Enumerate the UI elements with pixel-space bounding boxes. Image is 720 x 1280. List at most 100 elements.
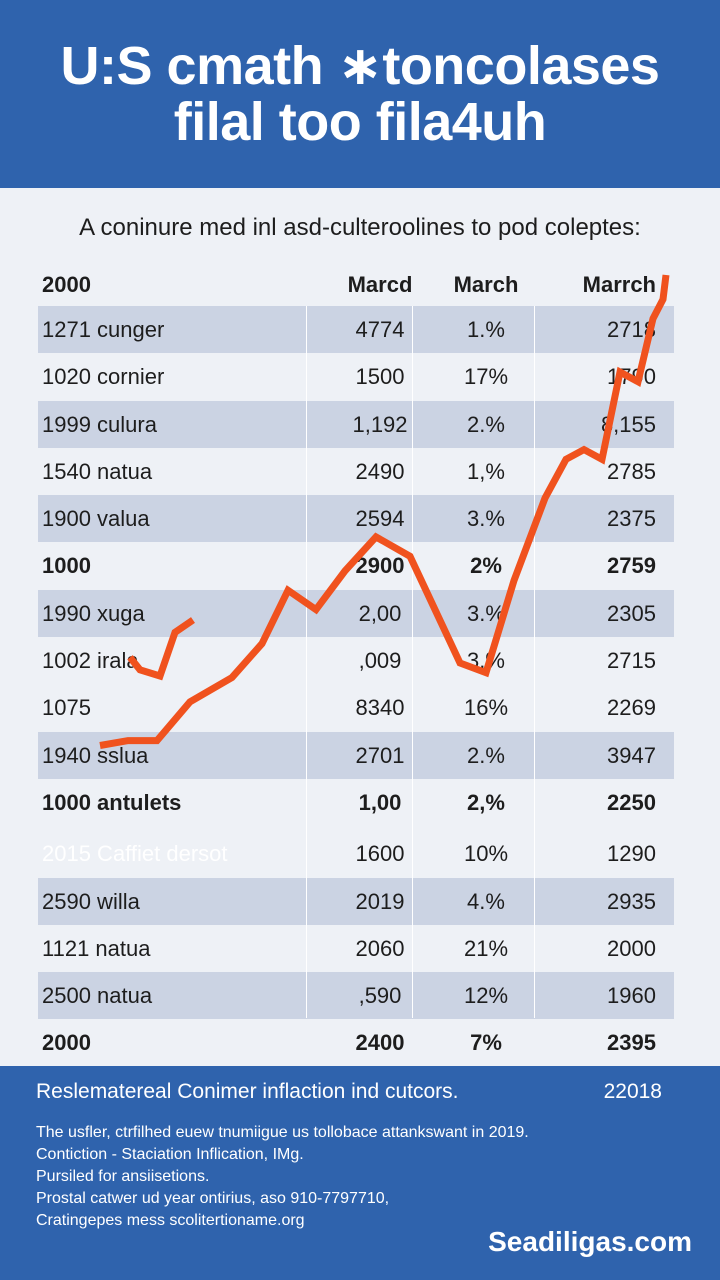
footer-year: 22018 — [603, 1080, 662, 1103]
table-cell: 1900 valua — [42, 506, 150, 532]
table-cell: 2015 Caffiet dersot — [42, 841, 228, 867]
column-divider — [534, 306, 535, 1018]
table-row: 1000 2900 2% 2759 — [38, 542, 674, 589]
table-row: 1020 cornier 1500 17% 1790 — [38, 353, 674, 400]
table-cell: 1790 — [607, 364, 656, 390]
table-cell: 1290 — [607, 841, 656, 867]
table-cell: 21% — [463, 935, 509, 961]
table-row: 1271 cunger 4774 1.% 2718 — [38, 306, 674, 354]
footer-line: Pursiled for ansiisetions. — [36, 1168, 210, 1185]
table-cell: 1271 cunger — [42, 317, 165, 342]
table-cell: 1999 culura — [42, 411, 157, 437]
table-cell: 8,155 — [600, 411, 656, 437]
table-row: 1540 natua 2490 1,% 2785 — [38, 448, 674, 495]
table-row: 1999 culura 1,192 2.% 8,155 — [38, 400, 674, 448]
table-cell: 2400 — [355, 1030, 405, 1056]
table-row: 1002 irala ,009 3.% 2715 — [38, 637, 674, 684]
table-row: 1121 natua 2060 21% 2000 — [38, 925, 674, 972]
table-body: 1271 cunger 4774 1.% 2718 1020 cornier 1500 17… — [38, 306, 674, 1067]
table-cell: 1121 natua — [42, 935, 151, 961]
table-cell: 3.% — [467, 648, 505, 674]
table-cell: 3.% — [467, 600, 505, 626]
column-header: Marcd — [347, 272, 413, 297]
table-cell: 16% — [463, 695, 509, 721]
footer-line: Cratingepes mess scolitertioname.org — [36, 1212, 305, 1229]
table-cell: 12% — [463, 983, 509, 1009]
table-cell: 4.% — [467, 888, 505, 914]
table-cell: 1990 xuga — [42, 600, 145, 626]
table-cell: 1020 cornier — [42, 364, 165, 390]
table-cell: ,590 — [358, 983, 402, 1009]
table-row: 2015 Caffiet dersot 1600 10% 1290 — [38, 830, 674, 877]
table-row: 1075 8340 16% 2269 — [38, 684, 674, 731]
table-cell: 1,00 — [358, 789, 402, 815]
table-cell: 2060 — [355, 935, 405, 961]
table-cell: 2305 — [607, 600, 656, 626]
column-header: 2000 — [42, 272, 91, 297]
table-cell: 8340 — [355, 695, 405, 721]
data-table: 2000 Marcd March Marrch 1271 cunger 4774 1… — [38, 262, 674, 1067]
table-cell: 2900 — [355, 553, 405, 579]
table-cell: 3947 — [607, 742, 656, 768]
table-cell: 1000 — [42, 553, 91, 579]
table-cell: 1,192 — [352, 411, 408, 437]
table-cell: ,009 — [358, 648, 402, 674]
table-cell: 1500 — [355, 364, 405, 390]
table-cell: 2,% — [467, 789, 505, 815]
table-cell: 2% — [470, 553, 502, 579]
column-divider — [412, 306, 413, 1018]
page-title: U:S cmath ∗toncolases filal too fila4uh — [61, 38, 660, 150]
table-cell: 1960 — [607, 983, 656, 1009]
table-row: 2500 natua ,590 12% 1960 — [38, 972, 674, 1020]
table-cell: 1540 natua — [42, 458, 153, 484]
table-cell: 17% — [463, 364, 509, 390]
table-row: 1990 xuga 2,00 3.% 2305 — [38, 589, 674, 638]
footer-line: The usfler, ctrfilhed euew tnumiigue us … — [36, 1124, 529, 1141]
table-cell: 1.% — [467, 317, 505, 342]
footer-line: Contiction - Staciation Inflication, IMg… — [36, 1146, 304, 1163]
table-cell: 3.% — [467, 506, 505, 532]
column-divider — [306, 306, 307, 1018]
table-cell: 1075 — [42, 695, 91, 721]
table-cell: 1002 irala — [42, 648, 139, 674]
column-header: March — [453, 272, 519, 297]
table-header-row: 2000 Marcd March Marrch — [38, 262, 674, 306]
footer-title: Reslematereal Conimer inflaction ind cut… — [36, 1080, 459, 1103]
table-row: 2590 willa 2019 4.% 2935 — [38, 877, 674, 925]
table-cell: 2759 — [607, 553, 656, 579]
table-cell: 2500 natua — [42, 983, 153, 1009]
table-cell: 2250 — [607, 789, 656, 815]
table-cell: 2785 — [607, 458, 656, 484]
title-line-2: filal too fila4uh — [173, 92, 547, 152]
table-cell: 1,% — [467, 458, 505, 484]
table-cell: 1940 sslua — [42, 742, 149, 768]
table-cell: 2490 — [355, 458, 405, 484]
table-cell: 2000 — [42, 1030, 91, 1056]
table-cell: 4774 — [355, 317, 405, 342]
title-line-1: U:S cmath ∗toncolases — [60, 36, 660, 96]
table-cell: 2701 — [355, 742, 405, 768]
table-cell: 2.% — [467, 742, 505, 768]
table-cell: 2590 willa — [42, 888, 140, 914]
table-cell: 2715 — [607, 648, 656, 674]
table-cell: 2718 — [607, 317, 656, 342]
table-cell: 2019 — [355, 888, 405, 914]
brand-logo[interactable]: Seadiligas.com — [488, 1226, 692, 1257]
table-cell: 2,00 — [358, 600, 402, 626]
table-cell: 2.% — [467, 411, 505, 437]
table-cell: 2594 — [355, 506, 405, 532]
table-cell: 2375 — [607, 506, 656, 532]
column-header: Marrch — [582, 272, 656, 297]
table-cell: 10% — [463, 841, 509, 867]
table-cell: 7% — [470, 1030, 502, 1056]
header-banner: U:S cmath ∗toncolases filal too fila4uh — [0, 0, 720, 188]
table-cell: 1000 antulets — [42, 789, 182, 815]
table-row: 2000 2400 7% 2395 — [38, 1019, 674, 1066]
table-cell: 2935 — [607, 888, 656, 914]
footer-line: Prostal catwer ud year ontirius, aso 910… — [36, 1190, 390, 1207]
table-row: 1940 sslua 2701 2.% 3947 — [38, 731, 674, 779]
subtitle: A coninure med inl asd-culteroolines to … — [79, 214, 641, 241]
table-cell: 2000 — [607, 935, 656, 961]
table-row: 1000 antulets 1,00 2,% 2250 — [38, 779, 674, 826]
table-cell: 2269 — [607, 695, 656, 721]
